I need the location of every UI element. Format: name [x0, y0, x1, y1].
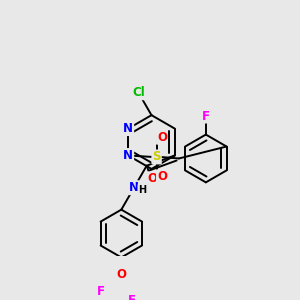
Text: O: O [157, 131, 167, 144]
Text: N: N [123, 149, 133, 162]
Text: N: N [129, 181, 139, 194]
Text: O: O [157, 170, 167, 183]
Text: F: F [202, 110, 210, 123]
Text: F: F [97, 285, 105, 298]
Text: O: O [147, 172, 157, 185]
Text: H: H [138, 185, 146, 195]
Text: S: S [152, 151, 161, 164]
Text: Cl: Cl [132, 86, 145, 99]
Text: F: F [128, 294, 136, 300]
Text: N: N [123, 122, 133, 135]
Text: O: O [116, 268, 126, 281]
